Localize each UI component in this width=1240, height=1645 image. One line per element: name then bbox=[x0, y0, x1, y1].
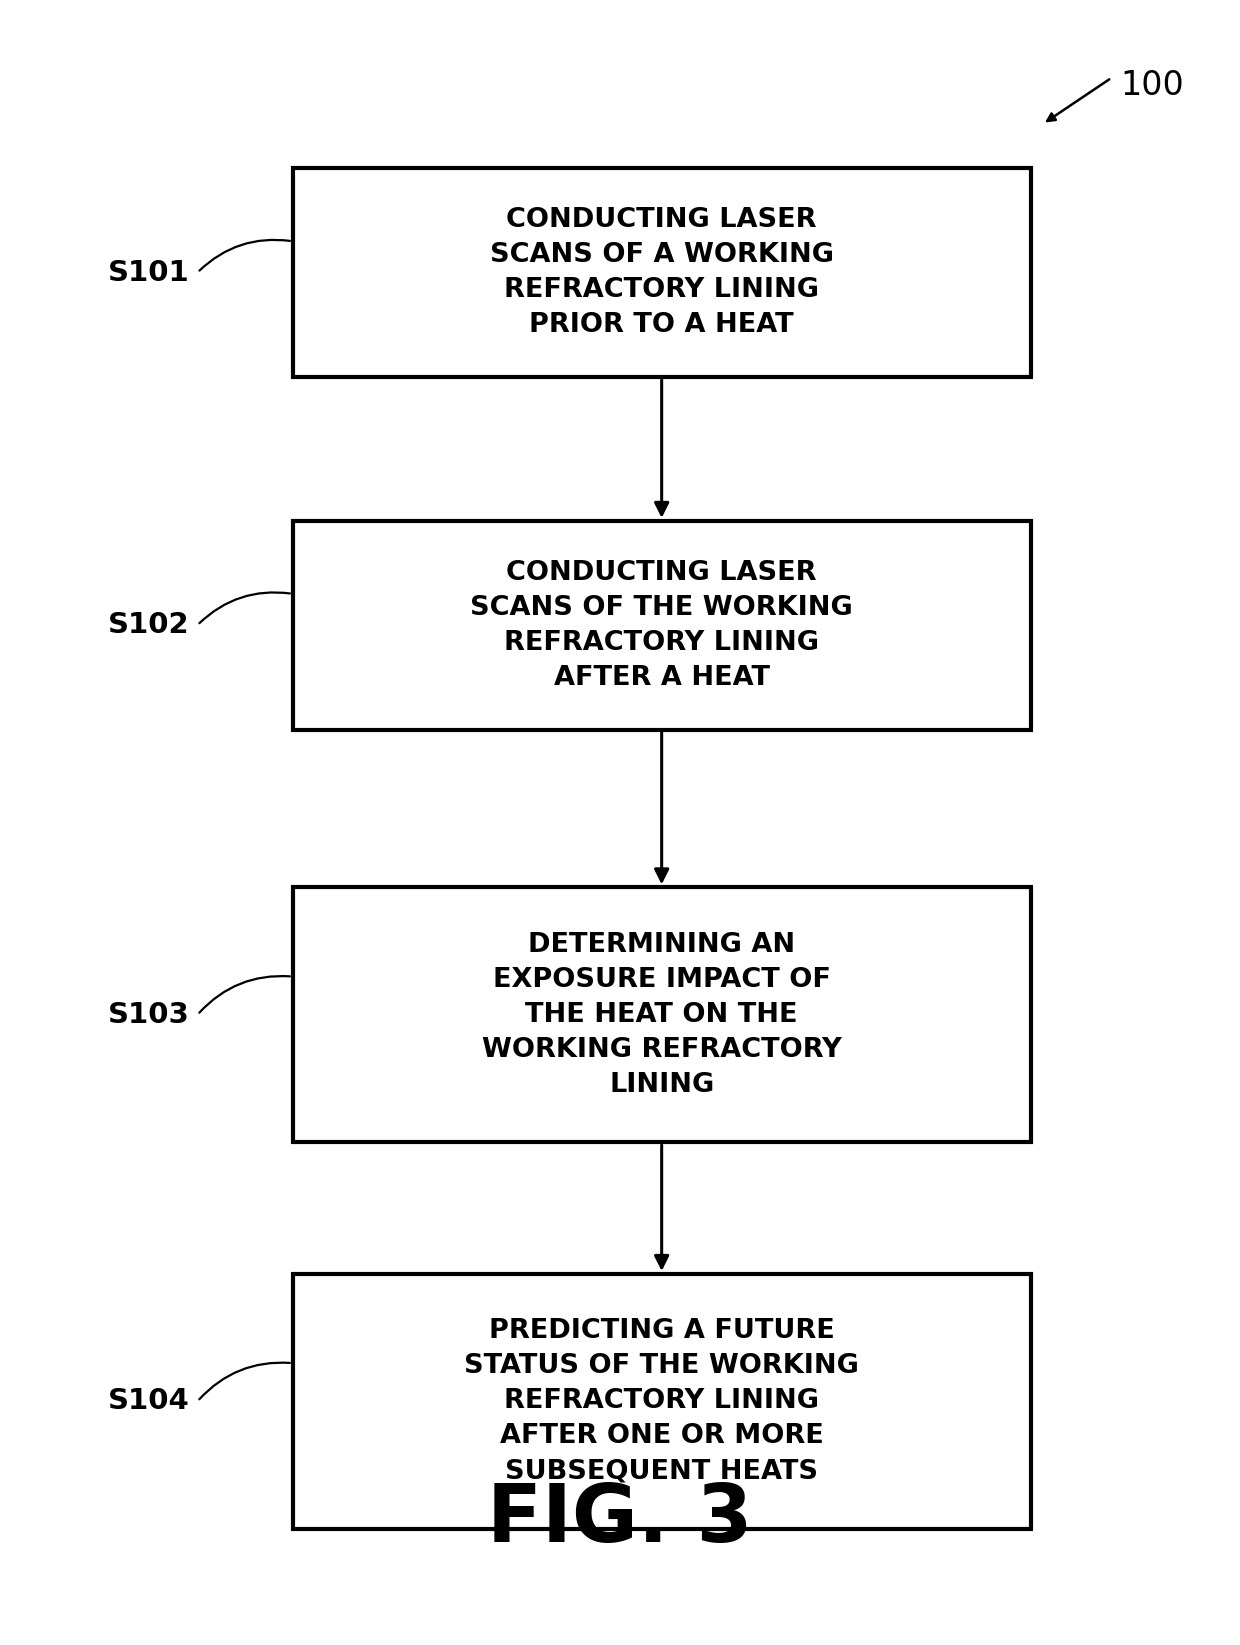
Text: DETERMINING AN
EXPOSURE IMPACT OF
THE HEAT ON THE
WORKING REFRACTORY
LINING: DETERMINING AN EXPOSURE IMPACT OF THE HE… bbox=[482, 931, 842, 1097]
Text: FIG. 3: FIG. 3 bbox=[487, 1480, 753, 1559]
Text: S104: S104 bbox=[108, 1387, 190, 1415]
FancyBboxPatch shape bbox=[293, 521, 1030, 729]
FancyBboxPatch shape bbox=[293, 887, 1030, 1142]
Text: S102: S102 bbox=[108, 612, 190, 640]
Text: S103: S103 bbox=[108, 1000, 190, 1028]
Text: PREDICTING A FUTURE
STATUS OF THE WORKING
REFRACTORY LINING
AFTER ONE OR MORE
SU: PREDICTING A FUTURE STATUS OF THE WORKIN… bbox=[464, 1318, 859, 1484]
Text: 100: 100 bbox=[1120, 69, 1184, 102]
Text: CONDUCTING LASER
SCANS OF A WORKING
REFRACTORY LINING
PRIOR TO A HEAT: CONDUCTING LASER SCANS OF A WORKING REFR… bbox=[490, 207, 833, 339]
FancyBboxPatch shape bbox=[293, 1273, 1030, 1528]
Text: S101: S101 bbox=[108, 258, 190, 286]
Text: CONDUCTING LASER
SCANS OF THE WORKING
REFRACTORY LINING
AFTER A HEAT: CONDUCTING LASER SCANS OF THE WORKING RE… bbox=[470, 559, 853, 691]
FancyBboxPatch shape bbox=[293, 168, 1030, 377]
